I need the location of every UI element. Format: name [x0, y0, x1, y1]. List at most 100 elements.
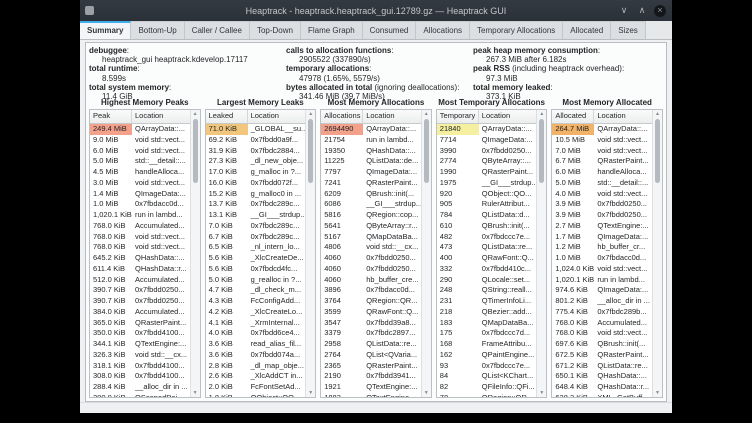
table-row[interactable]: 400 QRawFont::Q...	[437, 253, 537, 264]
table-row[interactable]: 5167 QMapDataBa...	[321, 232, 421, 243]
table-row[interactable]: 3547 0x7fbdd39a8...	[321, 318, 421, 329]
vertical-scrollbar[interactable]: ▲ ▼	[651, 110, 662, 397]
column-header-location[interactable]: Location	[250, 111, 279, 120]
scrollbar-thumb[interactable]	[308, 119, 314, 183]
table-row[interactable]: 1990 QRasterPaint...	[437, 167, 537, 178]
table-row[interactable]: 3379 0x7fbdc2897...	[321, 328, 421, 339]
table-row[interactable]: 671.2 KiB QListData::re...	[552, 361, 652, 372]
table-row[interactable]: 2190 0x7fbdd3941...	[321, 371, 421, 382]
table-row[interactable]: 645.2 KiB QHashData::...	[90, 253, 190, 264]
table-row[interactable]: 920 QObject::QO...	[437, 189, 537, 200]
scroll-up-icon[interactable]: ▲	[308, 111, 314, 117]
table-row[interactable]: 3990 0x7fbdd0250...	[437, 146, 537, 157]
table-row[interactable]: 344.1 KiB QTextEngine:...	[90, 339, 190, 350]
tab-caller-callee[interactable]: Caller / Callee	[184, 21, 250, 39]
table-row[interactable]: 11225 QListData::de...	[321, 156, 421, 167]
table-row[interactable]: 5.0 KiB g_realloc in ?...	[206, 275, 306, 286]
table-row[interactable]: 5.6 KiB _XlcCreateDe...	[206, 253, 306, 264]
vertical-scrollbar[interactable]: ▲ ▼	[420, 110, 431, 397]
table-row[interactable]: 7241 QRasterPaint...	[321, 178, 421, 189]
table-row[interactable]: 1.0 MiB 0x7fbdacc0d...	[552, 253, 652, 264]
table-row[interactable]: 4060 hb_buffer_cre...	[321, 275, 421, 286]
tab-summary[interactable]: Summary	[80, 21, 132, 39]
table-row[interactable]: 390.7 KiB 0x7fbdd0250...	[90, 296, 190, 307]
table-row[interactable]: 4.0 MiB void std::vect...	[552, 189, 652, 200]
table-row[interactable]: 3.6 KiB read_alias_fil...	[206, 339, 306, 350]
scrollbar-thumb[interactable]	[192, 119, 198, 183]
column-header-allocated[interactable]: Allocated	[552, 110, 595, 123]
table-row[interactable]: 384.0 KiB Accumulated...	[90, 307, 190, 318]
table-row[interactable]: 648.4 KiB QHashData::r...	[552, 382, 652, 393]
table-row[interactable]: 19350 QHashData::...	[321, 146, 421, 157]
table-row[interactable]: 4.2 KiB _XlcCreateLo...	[206, 307, 306, 318]
table-row[interactable]: 3764 QRegion::QR...	[321, 296, 421, 307]
scroll-up-icon[interactable]: ▲	[654, 111, 660, 117]
table-row[interactable]: 1.0 MiB 0x7fbdacc0d...	[90, 199, 190, 210]
table-row[interactable]: 2.6 KiB _XlcAddCT in...	[206, 371, 306, 382]
table-row[interactable]: 82 QFileInfo::QFi...	[437, 382, 537, 393]
table-row[interactable]: 248 QString::reall...	[437, 285, 537, 296]
table-row[interactable]: 784 QListData::d...	[437, 210, 537, 221]
table-row[interactable]: 768.0 KiB void std::vect...	[552, 328, 652, 339]
tab-sizes[interactable]: Sizes	[611, 21, 646, 39]
column-header-temporary[interactable]: Temporary	[437, 110, 479, 123]
table-row[interactable]: 3.9 MiB 0x7fbdd0250...	[552, 199, 652, 210]
vertical-scrollbar[interactable]: ▲ ▼	[536, 110, 547, 397]
table-row[interactable]: 3.0 MiB void std::vect...	[90, 178, 190, 189]
table-row[interactable]: 2.7 MiB QTextEngine:...	[552, 221, 652, 232]
table-row[interactable]: 17.0 KiB g_malloc in ?...	[206, 167, 306, 178]
table-row[interactable]: 10.5 MiB void std::vect...	[552, 135, 652, 146]
table-row[interactable]: 768.0 KiB void std::vect...	[90, 242, 190, 253]
tab-top-down[interactable]: Top-Down	[249, 21, 301, 39]
table-row[interactable]: 5816 QRegion::cop...	[321, 210, 421, 221]
table-row[interactable]: 1.7 MiB QImageData:...	[552, 232, 652, 243]
table-row[interactable]: 31.9 KiB 0x7fbdc2884...	[206, 146, 306, 157]
table-row[interactable]: 5.6 KiB 0x7fbdcd4fc...	[206, 264, 306, 275]
table-row[interactable]: 7.0 KiB 0x7fbdc289c...	[206, 221, 306, 232]
table-row[interactable]: 1.4 MiB QImageData:...	[90, 189, 190, 200]
table-row[interactable]: 4060 0x7fbdd0250...	[321, 264, 421, 275]
table-row[interactable]: 4.5 MiB handleAlloca...	[90, 167, 190, 178]
table-row[interactable]: 78QRegion::QR...	[437, 393, 537, 397]
scroll-up-icon[interactable]: ▲	[192, 111, 198, 117]
table-row[interactable]: 3.6 KiB 0x7fbdd074a...	[206, 350, 306, 361]
table-row[interactable]: 4.7 KiB _dl_check_m...	[206, 285, 306, 296]
table-row[interactable]: 308.0 KiB 0x7fbdd4100...	[90, 371, 190, 382]
table-row[interactable]: 16.0 KiB 0x7fbdd072f...	[206, 178, 306, 189]
table-row[interactable]: 175 0x7fbdccc7d...	[437, 328, 537, 339]
table-row[interactable]: 1,024.0 KiB void std::vect...	[552, 264, 652, 275]
table-row[interactable]: 2.0 KiB FcFontSetAd...	[206, 382, 306, 393]
table-row[interactable]: 4.1 KiB _XrmInternal...	[206, 318, 306, 329]
table-row[interactable]: 280.0 KiBQScopedPoi...	[90, 393, 190, 397]
column-header-location[interactable]: Location	[481, 111, 511, 120]
table-row[interactable]: 5.0 MiB std::__detail::...	[90, 156, 190, 167]
column-header-allocations[interactable]: Allocations	[321, 110, 364, 123]
table-row[interactable]: 974.6 KiB QImageData:...	[552, 285, 652, 296]
scroll-up-icon[interactable]: ▲	[423, 111, 429, 117]
table-row[interactable]: 390.7 KiB 0x7fbdd0250...	[90, 285, 190, 296]
table-row[interactable]: 1.8 KiBQObject::QO...	[206, 393, 306, 397]
table-row[interactable]: 2764 QList<QVaria...	[321, 350, 421, 361]
tab-bottom-up[interactable]: Bottom-Up	[131, 21, 185, 39]
table-row[interactable]: 6209 QBrush::init(...	[321, 189, 421, 200]
scroll-down-icon[interactable]: ▼	[423, 390, 429, 396]
table-row[interactable]: 231 QTimerInfoLi...	[437, 296, 537, 307]
table-row[interactable]: 318.1 KiB 0x7fbdd4100...	[90, 361, 190, 372]
scroll-down-icon[interactable]: ▼	[192, 390, 198, 396]
tab-temporary-allocations[interactable]: Temporary Allocations	[470, 21, 564, 39]
table-row[interactable]: 9.0 MiB void std::vect...	[90, 135, 190, 146]
table-row[interactable]: 168 FrameAttribu...	[437, 339, 537, 350]
scroll-up-icon[interactable]: ▲	[539, 111, 545, 117]
table-row[interactable]: 4060 0x7fbdd0250...	[321, 253, 421, 264]
table-row[interactable]: 2.8 KiB _dl_map_obje...	[206, 361, 306, 372]
column-header-location[interactable]: Location	[597, 111, 626, 120]
table-row[interactable]: 162 QPaintEngine...	[437, 350, 537, 361]
table-row[interactable]: 4.3 KiB FcConfigAdd...	[206, 296, 306, 307]
tab-consumed[interactable]: Consumed	[362, 21, 417, 39]
table-row[interactable]: 326.3 KiB void std::__cx...	[90, 350, 190, 361]
table-row[interactable]: 512.0 KiB Accumulated...	[90, 275, 190, 286]
scroll-down-icon[interactable]: ▼	[308, 390, 314, 396]
column-header-location[interactable]: Location	[366, 111, 395, 120]
table-row[interactable]: 650.1 KiB QHashData::...	[552, 371, 652, 382]
table-row[interactable]: 6.0 MiB void std::vect...	[90, 146, 190, 157]
